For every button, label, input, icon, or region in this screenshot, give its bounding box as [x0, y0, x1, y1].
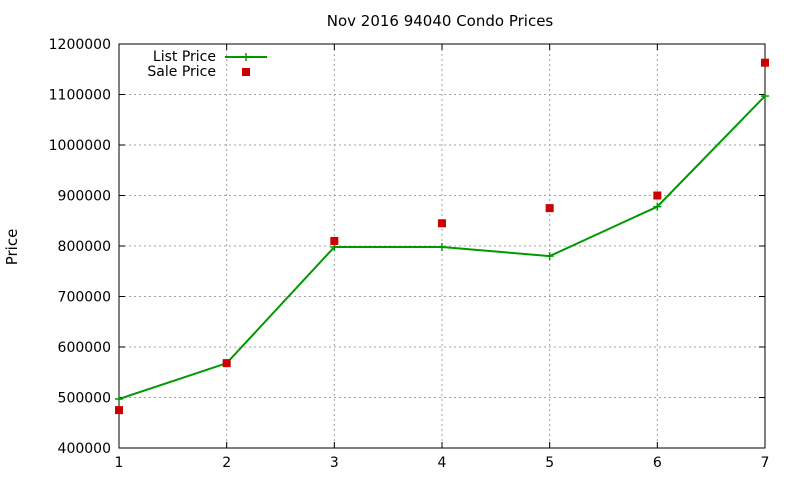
legend-marker-list-price [242, 53, 250, 61]
sale-price-point [222, 359, 231, 368]
y-tick-label: 800000 [58, 239, 111, 255]
x-tick-label: 2 [222, 455, 231, 471]
sale-price-point [330, 236, 339, 245]
x-tick-label: 3 [330, 455, 339, 471]
y-tick-label: 1000000 [49, 138, 111, 154]
sale-price-point [545, 204, 554, 213]
legend-sample-sale-price [242, 68, 250, 76]
y-tick-label: 700000 [58, 290, 111, 306]
list-price-point [761, 92, 769, 101]
x-tick-label: 4 [438, 455, 447, 471]
list-price-point [545, 252, 554, 261]
list-price-point [653, 202, 662, 211]
axis-ticks: 400000 500000 600000 700000 800000 900000 1000… [49, 37, 770, 471]
sale-price-point [115, 406, 123, 415]
x-tick-label: 5 [545, 455, 554, 471]
x-tick-label: 1 [115, 455, 124, 471]
y-tick-label: 900000 [58, 189, 111, 205]
list-price-point [438, 243, 446, 252]
legend-label-sale-price: Sale Price [147, 64, 216, 80]
sale-price-point [438, 219, 446, 228]
y-tick-label: 600000 [58, 340, 111, 356]
list-price-point [115, 395, 123, 404]
y-tick-label: 1200000 [49, 37, 111, 53]
legend: List Price Sale Price [147, 49, 267, 80]
x-tick-label: 6 [653, 455, 662, 471]
x-tick-label: 7 [761, 455, 770, 471]
y-tick-label: 1100000 [49, 88, 111, 104]
y-axis-label: Price [3, 229, 21, 266]
legend-label-list-price: List Price [153, 49, 216, 65]
y-tick-label: 500000 [58, 391, 111, 407]
series-layer [115, 58, 769, 415]
chart-title: Nov 2016 94040 Condo Prices [327, 12, 554, 30]
y-tick-label: 400000 [58, 441, 111, 457]
sale-price-point [761, 58, 769, 67]
sale-price-point [653, 191, 662, 200]
